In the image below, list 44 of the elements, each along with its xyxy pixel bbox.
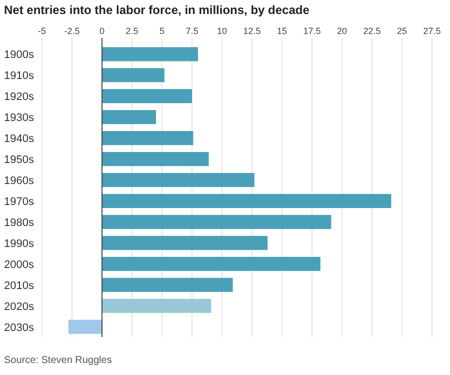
x-tick-label: 2.5 xyxy=(126,26,138,36)
x-tick-label: 17.5 xyxy=(303,26,321,36)
bar xyxy=(102,131,194,146)
bar xyxy=(102,47,198,62)
x-tick-label: 20 xyxy=(336,26,348,36)
chart-title: Net entries into the labor force, in millions, by decade xyxy=(4,3,310,17)
bar xyxy=(102,194,392,208)
y-tick-label: 1930s xyxy=(4,112,34,124)
x-tick-label: 12.5 xyxy=(243,26,261,36)
bar xyxy=(102,152,209,166)
x-tick-label: -5 xyxy=(38,26,46,36)
x-tick-label: 22.5 xyxy=(363,26,381,36)
y-tick-label: 1980s xyxy=(4,216,34,229)
bar xyxy=(102,256,320,271)
x-tick-label: 7.5 xyxy=(186,26,198,36)
y-tick-label: 1920s xyxy=(4,91,34,104)
x-tick-label: 10 xyxy=(216,26,228,36)
bar xyxy=(102,214,332,229)
bar xyxy=(102,278,233,292)
y-tick-label: 1910s xyxy=(4,70,34,82)
y-tick-label: 2000s xyxy=(4,258,34,271)
bar xyxy=(102,110,156,124)
y-tick-label: 1990s xyxy=(4,238,34,250)
y-tick-label: 2030s xyxy=(4,322,34,334)
y-tick-label: 1940s xyxy=(4,133,34,146)
bar xyxy=(102,89,192,104)
y-tick-label: 2020s xyxy=(4,300,34,313)
x-tick-label: -2.5 xyxy=(64,26,80,36)
bar xyxy=(102,298,212,313)
bar xyxy=(102,236,268,250)
bar xyxy=(102,68,164,82)
source-note: Source: Steven Ruggles xyxy=(4,355,112,366)
y-tick-label: 1950s xyxy=(4,154,34,166)
x-tick-label: 25 xyxy=(396,26,408,36)
y-tick-label: 2010s xyxy=(4,280,34,292)
y-tick-label: 1970s xyxy=(4,196,34,208)
x-tick-label: 15 xyxy=(276,26,288,36)
bar xyxy=(68,320,102,334)
x-tick-label: 0 xyxy=(99,26,105,36)
bar xyxy=(102,172,254,188)
y-tick-label: 1900s xyxy=(4,49,34,62)
y-tick-label: 1960s xyxy=(4,175,34,188)
x-tick-label: 27.5 xyxy=(423,26,441,36)
x-tick-label: 5 xyxy=(159,26,165,36)
